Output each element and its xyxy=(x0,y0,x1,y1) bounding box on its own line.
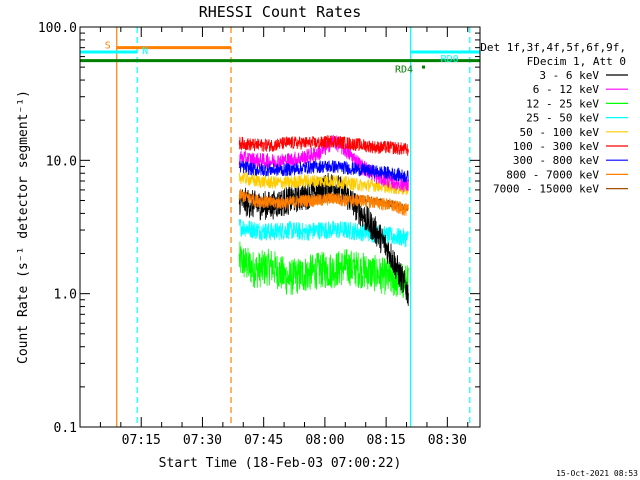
x-tick-label: 08:00 xyxy=(305,433,344,448)
plot-frame xyxy=(79,26,481,428)
x-axis-label: Start Time (18-Feb-03 07:00:22) xyxy=(159,456,402,471)
annotation-label-rd4: RD4 xyxy=(395,65,413,76)
legend-entry-label: 100 - 300 keV xyxy=(513,140,599,153)
x-tick-label: 08:15 xyxy=(367,433,406,448)
x-tick-label: 08:30 xyxy=(428,433,467,448)
legend-entry-label: 7000 - 15000 keV xyxy=(493,183,599,196)
annotation-label-rd0: RD0 xyxy=(441,54,459,65)
y-axis: 0.1 1.0 10.0 100.0 xyxy=(38,21,480,436)
y-tick-label: 10.0 xyxy=(46,154,77,169)
x-tick-label: 07:45 xyxy=(244,433,283,448)
legend-entry-label: 25 - 50 keV xyxy=(526,112,599,125)
series-line-12-25kev xyxy=(238,241,409,301)
legend-header-line: FDecim 1, Att 0 xyxy=(527,55,626,68)
series-line-800-7000kev xyxy=(238,188,409,216)
y-tick-label: 0.1 xyxy=(54,421,77,436)
legend-entry-label: 800 - 7000 keV xyxy=(506,168,599,181)
x-tick-label: 07:30 xyxy=(183,433,222,448)
series-line-100-300kev xyxy=(238,135,409,156)
series-line-50-100kev xyxy=(239,171,409,196)
annotation-label-s: S xyxy=(105,41,111,52)
annotation-label-n: N xyxy=(142,46,148,57)
y-tick-label: 1.0 xyxy=(54,288,77,303)
annotation-layer: S N RD0 RD4 xyxy=(80,27,480,427)
legend-entry-label: 50 - 100 keV xyxy=(520,126,600,139)
legend: Det 1f,3f,4f,5f,6f,9f,FDecim 1, Att 03 -… xyxy=(480,41,628,196)
annotation-point-rd4 xyxy=(422,65,425,69)
x-tick-label: 07:15 xyxy=(122,433,161,448)
series-line-3-6kev xyxy=(238,172,409,306)
chart-title: RHESSI Count Rates xyxy=(199,3,362,21)
legend-entry-label: 3 - 6 keV xyxy=(539,69,599,82)
x-axis: 07:15 07:30 07:45 08:00 08:15 08:30 xyxy=(79,27,469,448)
y-axis-label: Count Rate (s⁻¹ detector segment⁻¹) xyxy=(16,90,31,364)
legend-entry-label: 300 - 800 keV xyxy=(513,154,599,167)
legend-entry-label: 6 - 12 keV xyxy=(533,83,600,96)
legend-entry-label: 12 - 25 keV xyxy=(526,97,599,110)
footer-timestamp: 15-Oct-2021 08:53 xyxy=(556,469,638,478)
legend-header-line: Det 1f,3f,4f,5f,6f,9f, xyxy=(480,41,626,54)
series-line-300-800kev xyxy=(238,160,409,184)
y-tick-label: 100.0 xyxy=(38,21,77,36)
series-layer xyxy=(238,134,409,306)
